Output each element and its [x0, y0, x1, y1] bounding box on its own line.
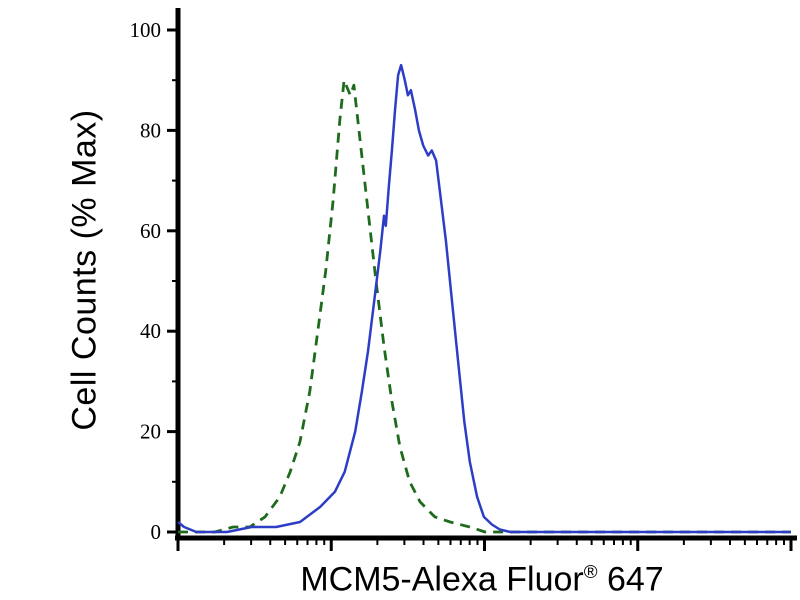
x-axis-title: MCM5-Alexa Fluor® 647	[300, 561, 663, 600]
series-blue-solid-mcm5	[177, 63, 791, 534]
y-axis-title-text: Cell Counts (% Max)	[65, 109, 104, 431]
y-tick-label: 40	[140, 319, 161, 343]
x-axis-title-suffix: 647	[597, 560, 664, 599]
y-tick-label: 60	[140, 219, 161, 243]
y-tick-label: 20	[140, 420, 161, 444]
y-tick-label: 100	[130, 18, 162, 42]
y-tick-label: 80	[140, 118, 161, 142]
registered-trademark-symbol: ®	[583, 561, 598, 583]
y-axis-title: Cell Counts (% Max)	[66, 109, 105, 430]
x-axis-title-text: MCM5-Alexa Fluor	[300, 560, 584, 599]
series-green-dashed-control	[178, 78, 791, 534]
y-tick-label: 0	[151, 520, 162, 544]
